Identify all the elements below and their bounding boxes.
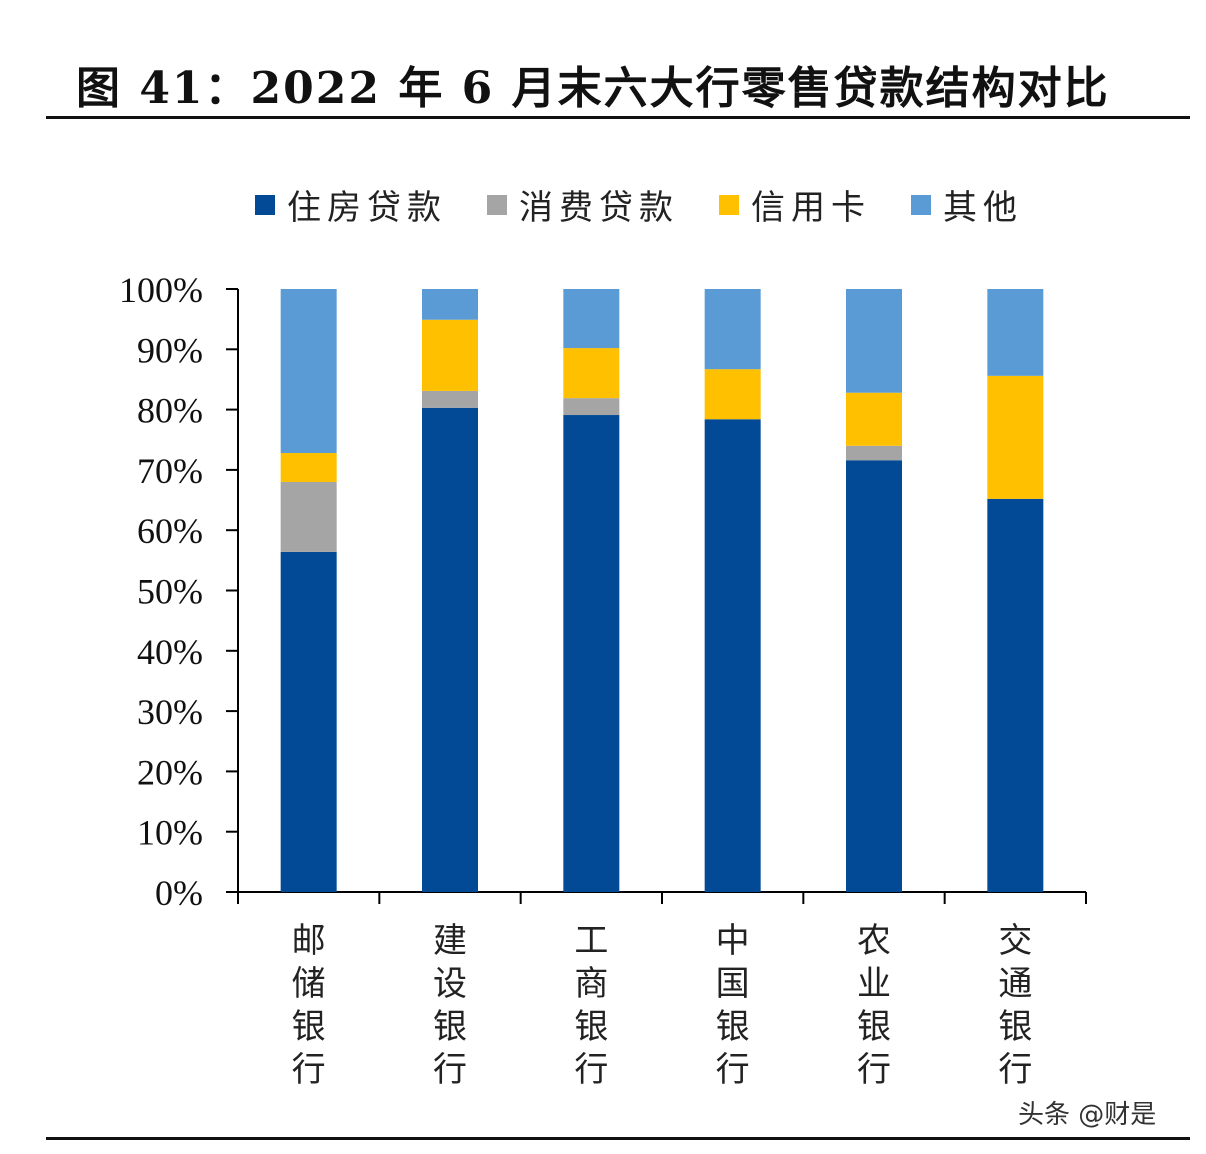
legend-item-consumer: 消费贷款 [487,180,679,229]
bar-segment-4 [987,289,1044,376]
legend-swatch [911,194,931,215]
x-tick-label-char: 中 [716,921,750,961]
bar-segment-4 [846,289,902,393]
bar-segment-4 [704,289,761,370]
y-tick-label: 80% [137,391,203,431]
x-tick-label-char: 行 [574,1050,608,1090]
y-tick-label: 100% [119,270,203,310]
bar-segment-1 [422,407,478,892]
x-tick-label-char: 行 [998,1050,1032,1090]
legend-label: 信用卡 [751,188,871,228]
x-tick-label-char: 银 [716,1007,750,1047]
y-tick-label: 20% [137,752,203,792]
x-tick-label-char: 业 [857,964,891,1004]
chart-title: 图 41：2022 年 6 月末六大行零售贷款结构对比 [76,63,1110,114]
legend-swatch [719,194,739,215]
top-rule [46,116,1190,119]
legend-swatch [255,194,275,215]
x-tick-label-char: 银 [998,1007,1032,1047]
x-tick-label-char: 邮 [292,921,326,961]
bar-segment-3 [704,369,761,420]
bar-segment-3 [280,453,337,482]
bar-segment-1 [846,460,902,892]
legend: 住房贷款 消费贷款 信用卡 其他 [255,180,1023,229]
bar-segment-3 [563,348,620,399]
x-tick-label-char: 储 [292,964,326,1004]
y-tick-label: 60% [137,511,203,551]
x-tick-label-char: 行 [716,1050,750,1090]
x-tick-label-char: 银 [857,1007,891,1047]
bar-segment-4 [563,289,620,349]
y-tick-label: 0% [155,873,203,913]
bar-segment-1 [704,419,761,892]
x-tick-label-char: 行 [292,1050,326,1090]
x-tick-label-char: 商 [574,964,608,1004]
bar-segment-4 [280,289,337,454]
bar-segment-1 [280,551,337,892]
bar-segment-3 [422,319,478,391]
x-tick-label-char: 设 [433,964,467,1004]
bar-segment-3 [987,375,1044,499]
legend-label: 住房贷款 [287,188,447,228]
x-tick-label-char: 通 [998,964,1032,1004]
y-tick-label: 50% [137,572,203,612]
bar-segment-2 [563,398,620,416]
legend-label: 其他 [943,188,1023,228]
legend-label: 消费贷款 [519,188,679,228]
watermark: 头条 @财是 [1018,1100,1157,1130]
x-tick-label-char: 国 [716,964,750,1004]
y-tick-label: 70% [137,451,203,491]
legend-item-housing: 住房贷款 [255,180,447,229]
x-tick-label-char: 行 [433,1050,467,1090]
x-tick-label-char: 农 [857,921,891,961]
y-tick-label: 10% [137,813,203,853]
bar-segment-2 [280,481,337,552]
legend-item-credit-card: 信用卡 [719,180,871,229]
bar-segment-3 [846,392,902,446]
bar-segment-2 [846,445,902,461]
y-tick-label: 30% [137,692,203,732]
legend-item-other: 其他 [911,180,1023,229]
x-tick-label-char: 银 [292,1007,326,1047]
bar-segment-2 [422,390,478,408]
x-tick-label-char: 银 [433,1007,467,1047]
x-tick-label-char: 交 [998,921,1032,961]
bar-segment-1 [563,415,620,892]
bar-segment-1 [987,498,1044,892]
y-tick-label: 90% [137,330,203,370]
legend-swatch [487,194,507,215]
y-tick-label: 40% [137,632,203,672]
bar-segment-4 [422,289,478,320]
x-tick-label-char: 建 [433,921,467,961]
x-tick-label-char: 行 [857,1050,891,1090]
bottom-rule [46,1137,1190,1140]
x-tick-label-char: 银 [574,1007,608,1047]
x-tick-label-char: 工 [574,921,608,961]
